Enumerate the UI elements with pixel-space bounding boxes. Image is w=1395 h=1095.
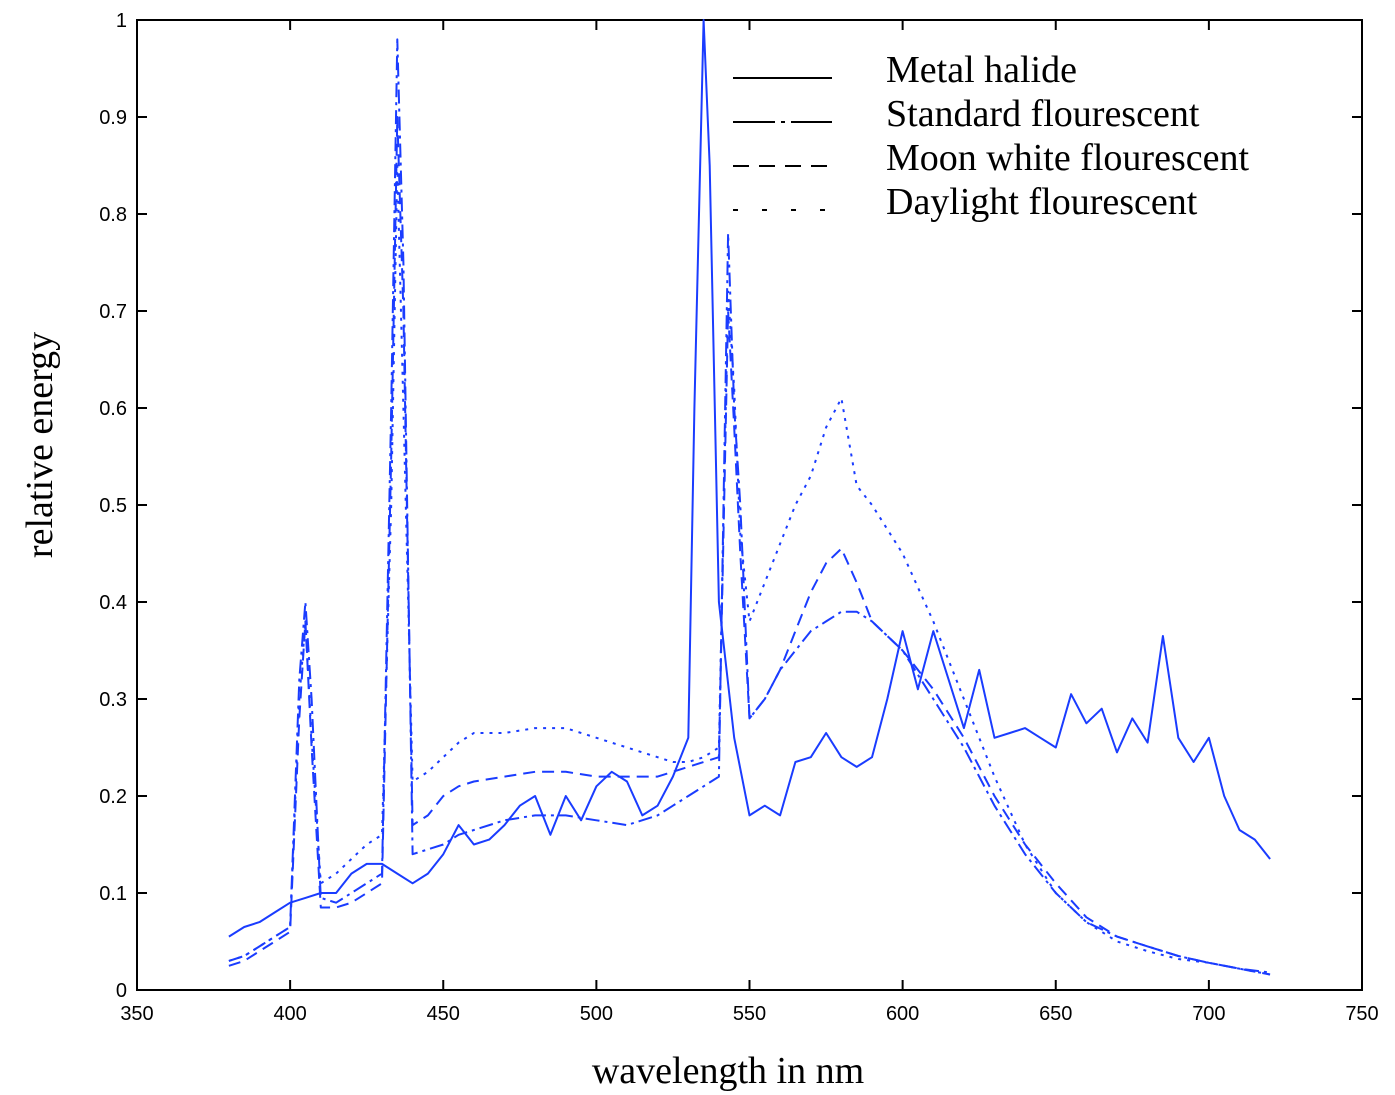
y-tick-label: 1 <box>116 10 127 32</box>
x-tick-label: 650 <box>1039 1003 1072 1025</box>
x-axis: 350 400 450 500 550 600 650 700 750 <box>120 20 1379 1025</box>
x-tick-label: 700 <box>1192 1003 1225 1025</box>
series-line-3 <box>228 116 1271 976</box>
x-tick-label: 600 <box>886 1003 919 1025</box>
y-tick-label: 0.9 <box>99 107 127 129</box>
y-tick-label: 0.5 <box>99 495 127 517</box>
series-line-4 <box>228 164 1271 976</box>
y-tick-label: 0.4 <box>99 592 127 614</box>
x-tick-label: 350 <box>120 1003 153 1025</box>
y-tick-label: 0.3 <box>99 689 127 711</box>
legend-label-1: Metal halide <box>886 49 1077 91</box>
y-tick-label: 0.7 <box>99 301 127 323</box>
series-line-1 <box>228 19 1271 938</box>
y-tick-label: 0 <box>116 980 127 1002</box>
x-tick-label: 450 <box>427 1003 460 1025</box>
x-axis-title: wavelength in nm <box>592 1050 864 1092</box>
y-tick-label: 0.8 <box>99 204 127 226</box>
x-tick-label: 400 <box>273 1003 306 1025</box>
y-tick-label: 0.2 <box>99 786 127 808</box>
y-axis-title: relative energy <box>19 332 61 558</box>
series-layer <box>228 19 1271 976</box>
x-tick-label: 550 <box>733 1003 766 1025</box>
y-tick-label: 0.1 <box>99 883 127 905</box>
legend-label-2: Standard flourescent <box>886 93 1200 135</box>
series-line-2 <box>228 38 1271 974</box>
y-tick-label: 0.6 <box>99 398 127 420</box>
legend-label-4: Daylight flourescent <box>886 181 1198 223</box>
x-tick-label: 500 <box>580 1003 613 1025</box>
y-axis: 0 0.1 0.2 0.3 0.4 0.5 0.6 0.7 0.8 0.9 1 <box>99 10 1362 1002</box>
x-tick-label: 750 <box>1345 1003 1378 1025</box>
legend-label-3: Moon white flourescent <box>886 137 1249 179</box>
